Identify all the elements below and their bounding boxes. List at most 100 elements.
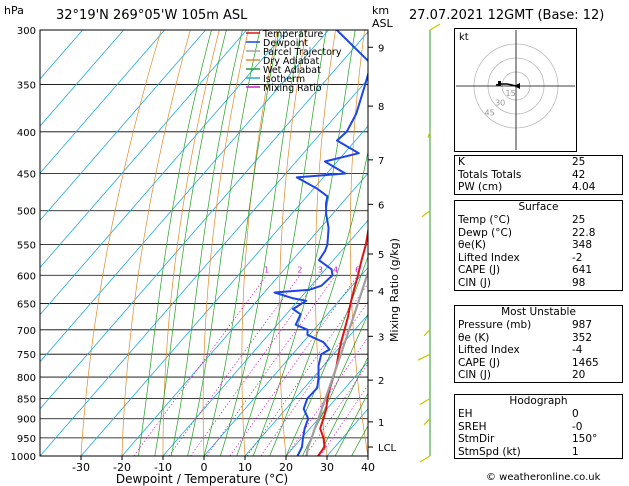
pressure-tick-label: 600	[17, 271, 36, 282]
unstable-title: Most Unstable	[501, 306, 576, 318]
surface-cape-row: CAPE (J) 641	[458, 264, 593, 277]
dry-adiabat-line	[80, 30, 162, 456]
x-tick-label: -10	[154, 461, 172, 474]
wind-barb	[419, 397, 431, 406]
wet-adiabat-line	[138, 30, 212, 456]
legend-label: Wet Adiabat	[263, 65, 321, 76]
pressure-tick-label: 650	[17, 300, 36, 311]
km-tick-label: 4	[378, 287, 384, 298]
pressure-tick-label: 500	[17, 207, 36, 218]
mixing-ratio-line	[286, 336, 368, 456]
wind-barb	[419, 455, 431, 463]
wind-barbs	[417, 23, 441, 463]
mixing-ratio-axis-label: Mixing Ratio (g/kg)	[388, 238, 401, 342]
hodograph-title: Hodograph	[509, 395, 568, 407]
mu-pressure-row: Pressure (mb) 987	[458, 319, 593, 331]
wind-barb	[417, 353, 431, 361]
pressure-tick-label: 350	[17, 81, 36, 92]
basic-indices: K 25 Totals Totals 42 PW (cm) 4.04	[455, 156, 623, 194]
dry-adiabat-line	[417, 30, 450, 456]
mixing-ratio-label: 6	[355, 265, 360, 274]
mu-cape-row: CAPE (J) 1465	[458, 356, 599, 369]
parcel-trajectory-line	[305, 268, 368, 456]
pressure-tick-label: 300	[17, 26, 36, 37]
isotherm-line	[40, 30, 165, 174]
wind-barb	[423, 418, 431, 426]
pressure-tick-label: 400	[17, 128, 36, 139]
hodograph-panel: Hodograph EH 0 SREH -0 StmDir 150° StmSpd (…	[454, 394, 623, 460]
surface-li-row: Lifted Index -2	[458, 251, 583, 264]
asl-label: ASL	[372, 17, 393, 30]
wet-adiabat-line	[269, 149, 368, 456]
x-tick-label: 30	[320, 461, 334, 474]
surface-cin-row: CIN (J) 98	[458, 276, 586, 289]
legend-label: Dry Adiabat	[263, 56, 320, 67]
km-tick-label: 2	[378, 376, 384, 387]
mixing-ratio-label: 25	[438, 265, 448, 274]
index-row-pw: PW (cm) 4.04	[458, 181, 596, 194]
isotherm-line	[40, 78, 368, 456]
isotherm-line	[40, 30, 206, 221]
legend-label: Isotherm	[263, 74, 305, 85]
dry-adiabat-line	[241, 30, 278, 456]
isotherm-line	[40, 30, 247, 269]
pressure-tick-label: 1000	[11, 452, 36, 463]
pressure-tick-label: 850	[17, 394, 36, 405]
isotherm-line	[203, 266, 368, 456]
km-tick-label: 8	[378, 102, 384, 113]
isotherm-line	[244, 314, 368, 456]
km-tick-label: 6	[378, 200, 384, 211]
km-tick-label: LCL	[378, 443, 397, 454]
wet-adiabat-line	[318, 356, 368, 456]
eh-row: EH 0	[458, 408, 579, 420]
km-tick-label: 9	[378, 43, 384, 54]
wet-adiabat-line	[252, 30, 356, 456]
hodograph-ring-label: 15	[506, 89, 516, 98]
x-axis-label: Dewpoint / Temperature (°C)	[116, 472, 288, 486]
pressure-tick-label: 450	[17, 169, 36, 180]
pressure-tick-label: 550	[17, 240, 36, 251]
unstable-panel: Most Unstable Pressure (mb) 987 θe (K) 352…	[454, 305, 623, 383]
location-title: 32°19'N 269°05'W 105m ASL	[56, 8, 248, 23]
mu-li-row: Lifted Index -4	[458, 344, 583, 357]
pressure-tick-label: 750	[17, 350, 36, 361]
hodograph-units: kt	[459, 32, 469, 43]
mixing-ratio-label: 4	[333, 265, 338, 274]
surface-title: Surface	[518, 201, 559, 213]
mu-cin-row: CIN (J) 20	[458, 369, 586, 382]
wind-barb	[421, 210, 431, 218]
wind-barb	[427, 131, 431, 138]
dry-adiabat-line	[202, 30, 249, 456]
temperature-line	[317, 226, 368, 456]
wet-adiabat-line	[170, 30, 243, 456]
isotherm-line	[40, 30, 124, 127]
copyright: © weatheronline.co.uk	[486, 472, 601, 483]
mixing-ratio-line	[246, 282, 368, 456]
indices-panel: K 25 Totals Totals 42 PW (cm) 4.04	[454, 155, 623, 195]
stmdir-row: StmDir 150°	[458, 433, 598, 446]
wet-adiabat-line	[154, 30, 227, 456]
legend-label: Temperature	[262, 29, 323, 40]
legend-label: Dewpoint	[263, 38, 308, 49]
mixing-ratio-label: 2	[297, 265, 302, 274]
x-tick-label: -20	[113, 461, 131, 474]
mixing-ratio-line	[320, 384, 368, 456]
index-row-k: K 25	[458, 156, 586, 168]
wet-adiabat-line	[187, 30, 261, 456]
x-tick-label: -30	[72, 461, 90, 474]
pressure-tick-label: 700	[17, 326, 36, 337]
dry-adiabat-line	[278, 30, 307, 456]
surface-temp-row: Temp (°C) 25	[458, 214, 586, 226]
pressure-tick-label: 950	[17, 434, 36, 445]
mixing-ratio-label: 15	[406, 265, 416, 274]
skewt-chart: 1 2 3 4 6 8 10 15 20 25 3003504004505005506006507…	[11, 23, 450, 486]
wind-barb	[423, 329, 431, 337]
index-row-totals: Totals Totals 42	[458, 168, 586, 181]
isotherm-line	[40, 30, 288, 316]
wind-barb	[429, 23, 441, 31]
datetime-title: 27.07.2021 12GMT (Base: 12)	[409, 8, 605, 23]
isotherm-line	[367, 455, 368, 456]
stmspd-row: StmSpd (kt) 1	[458, 445, 579, 458]
